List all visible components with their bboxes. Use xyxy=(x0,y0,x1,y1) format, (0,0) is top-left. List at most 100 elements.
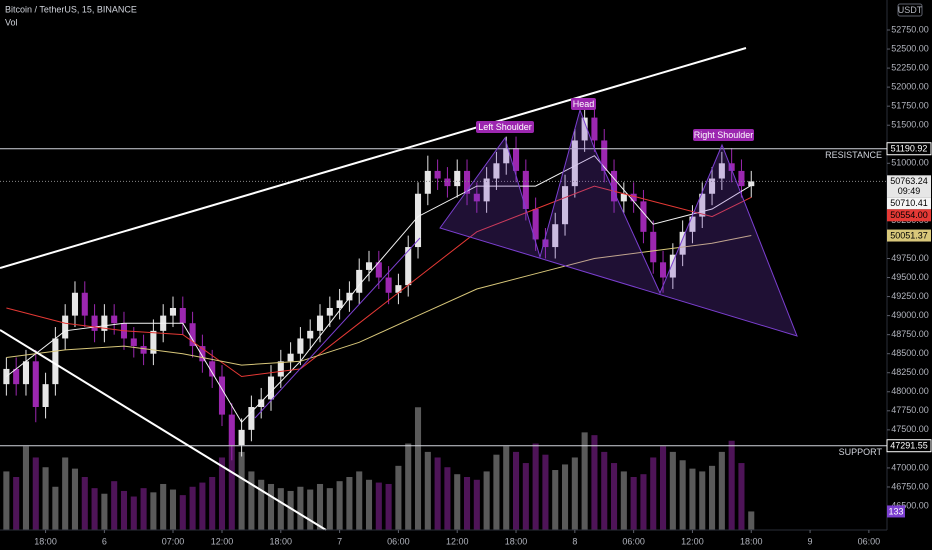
volume-bar xyxy=(160,483,167,530)
candle-body xyxy=(561,186,569,225)
candle-body xyxy=(405,247,412,286)
candle-body xyxy=(336,300,343,308)
volume-bar xyxy=(91,488,98,530)
volume-bar xyxy=(748,511,755,530)
candle-body xyxy=(718,163,725,179)
candle-body xyxy=(42,384,49,408)
volume-bar xyxy=(258,479,265,530)
volume-bar xyxy=(699,471,706,530)
candle-body xyxy=(699,193,706,217)
price-badge xyxy=(887,209,931,222)
y-tick-label: 47500.00 xyxy=(891,424,929,434)
volume-bar xyxy=(189,486,196,530)
candle-body xyxy=(483,178,490,202)
volume-bar xyxy=(601,451,608,530)
y-tick-label: 49500.00 xyxy=(891,272,929,282)
volume-bar xyxy=(248,471,255,530)
candle-body xyxy=(71,292,79,316)
volume-bar xyxy=(669,451,676,530)
volume-bar xyxy=(81,477,88,530)
candle-body xyxy=(552,224,559,248)
y-tick-label: 52500.00 xyxy=(891,43,929,53)
volume-bar xyxy=(630,477,637,530)
candle-body xyxy=(111,315,118,324)
price-badge-label: 51190.92 xyxy=(891,144,928,154)
candle-body xyxy=(630,193,637,202)
moving-average xyxy=(6,185,752,378)
candle-body xyxy=(228,414,235,446)
price-badge-label: 47291.55 xyxy=(890,441,928,451)
volume-bar xyxy=(365,479,373,530)
candle-body xyxy=(101,315,108,331)
y-tick-label: 49750.00 xyxy=(891,253,929,263)
annotation: Head xyxy=(571,98,596,110)
candle-body xyxy=(375,262,382,278)
candle-body xyxy=(493,163,500,179)
candle-body xyxy=(238,429,245,446)
candle-body xyxy=(130,338,137,347)
y-tick-label: 52000.00 xyxy=(891,82,929,92)
candle-body xyxy=(669,254,676,278)
price-badge-label: 50763.24 xyxy=(890,176,928,186)
x-tick-label: 06:00 xyxy=(858,536,881,546)
candle-body xyxy=(258,399,265,408)
candle-body xyxy=(277,361,284,377)
moving-average xyxy=(6,155,752,424)
y-tick-label: 47750.00 xyxy=(891,405,929,415)
candle-body xyxy=(591,117,598,141)
candle-body xyxy=(248,407,255,430)
trend-line xyxy=(0,47,747,269)
volume-bar xyxy=(209,477,216,530)
candle-body xyxy=(503,148,510,164)
x-tick-label: 07:00 xyxy=(162,536,185,546)
volume-bar xyxy=(454,474,461,530)
candle-body xyxy=(650,231,657,263)
annotation-box xyxy=(571,98,596,110)
volume-bar xyxy=(424,451,431,530)
volume-bar xyxy=(532,443,539,530)
x-tick-label: 06:00 xyxy=(387,536,410,546)
chart-title: Bitcoin / TetherUS, 15, BINANCE xyxy=(5,4,137,14)
candle-body xyxy=(738,170,745,187)
x-tick-label: 18:00 xyxy=(740,536,763,546)
volume-bar xyxy=(414,407,422,530)
candle-body xyxy=(62,315,69,339)
x-tick-label: 12:00 xyxy=(446,536,469,546)
volume-bar xyxy=(287,490,294,530)
volume-bar xyxy=(3,471,10,530)
plot-area: RESISTANCE SUPPORT xyxy=(0,102,887,530)
volume-bar xyxy=(522,463,529,530)
candle-body xyxy=(454,170,461,187)
volume-bar xyxy=(493,454,500,530)
x-tick-label: 12:00 xyxy=(211,536,234,546)
y-tick-label: 52750.00 xyxy=(891,24,929,34)
trend-line xyxy=(0,329,327,531)
candle-body xyxy=(307,330,314,339)
volume-bar xyxy=(267,483,275,530)
x-tick-label: 12:00 xyxy=(681,536,704,546)
candle-body xyxy=(532,208,539,240)
candle-body xyxy=(189,323,196,347)
price-badge xyxy=(886,439,932,453)
volume-bar xyxy=(52,486,59,530)
candle-body xyxy=(395,285,402,293)
volume-bar xyxy=(473,479,480,530)
candle-body xyxy=(414,193,422,248)
volume-bar xyxy=(620,471,627,530)
price-badge xyxy=(887,175,931,198)
candle-body xyxy=(169,307,177,316)
y-tick-label: 48750.00 xyxy=(891,329,929,339)
volume-bar xyxy=(434,457,441,530)
volume-bar xyxy=(13,477,20,530)
y-tick-label: 49000.00 xyxy=(891,310,929,320)
y-tick-label: 48500.00 xyxy=(891,348,929,358)
volume-bar xyxy=(463,477,471,530)
candle-body xyxy=(434,170,441,179)
candle-body xyxy=(601,140,608,171)
volume-bar xyxy=(709,465,716,530)
candle-body xyxy=(209,361,216,377)
candle-body xyxy=(140,346,147,354)
volume-bar xyxy=(62,457,69,530)
annotation: Right Shoulder xyxy=(693,129,754,141)
